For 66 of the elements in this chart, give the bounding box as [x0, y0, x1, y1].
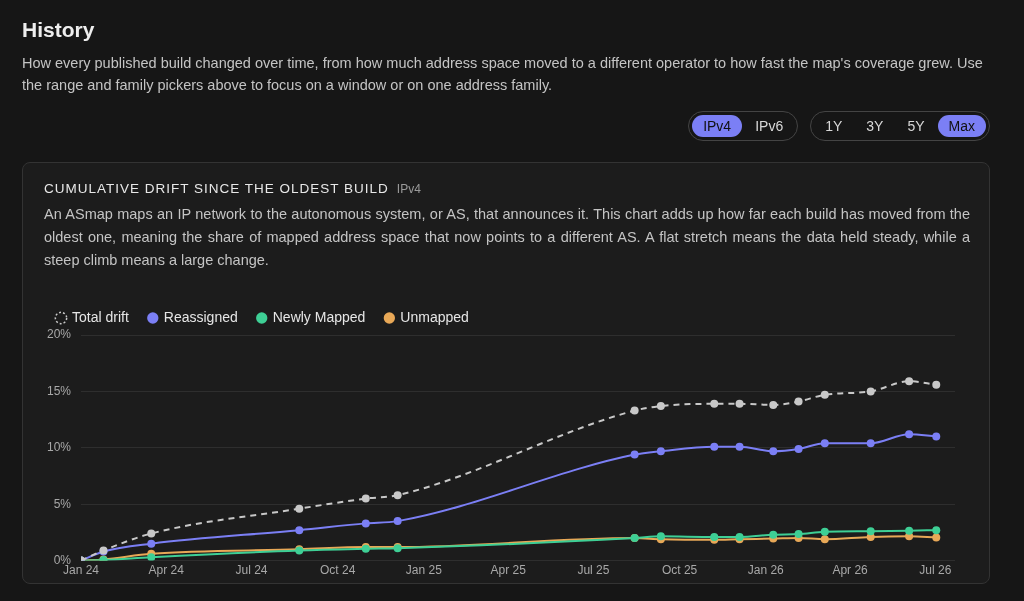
point	[147, 529, 156, 538]
point	[905, 377, 914, 386]
text: History	[22, 18, 95, 42]
text: How every published build changed over time, from how much address space moved to a different operator to how fast the map's coverage grew. Use the range and family pickers above to focus on a window or on one address family.	[22, 54, 984, 95]
point	[905, 430, 914, 439]
legend-label: Reassigned	[163, 308, 238, 325]
chart-subtitle: IPv4	[396, 182, 421, 196]
point	[295, 504, 304, 513]
point	[794, 444, 803, 453]
point	[866, 439, 875, 448]
point	[361, 494, 370, 503]
point	[820, 527, 829, 536]
text: 3Y	[865, 117, 885, 136]
x-tick-label: Jan 26	[747, 563, 785, 578]
text: IPv6	[754, 117, 785, 136]
text: IPv4	[692, 115, 743, 137]
x-tick-label: Jul 26	[919, 563, 952, 578]
x-tick-label: Apr 24	[148, 563, 185, 578]
point	[794, 397, 803, 406]
legend-label: Total drift	[72, 308, 129, 325]
legend-label: Newly Mapped	[272, 308, 366, 325]
x-tick-label: Oct 25	[661, 563, 698, 578]
point	[932, 380, 941, 389]
point	[710, 442, 719, 451]
y-tick-label: 10%	[46, 440, 72, 455]
point	[769, 447, 778, 456]
point	[932, 526, 941, 535]
point	[630, 406, 639, 415]
text: Max	[937, 115, 986, 137]
x-tick-label: Jul 25	[577, 563, 610, 578]
point	[820, 439, 829, 448]
x-tick-label: Apr 25	[490, 563, 527, 578]
y-tick-label: 5%	[53, 496, 72, 511]
point	[656, 447, 665, 456]
chart-title: CUMULATIVE DRIFT SINCE THE OLDEST BUILD	[44, 181, 389, 196]
point	[147, 553, 156, 561]
point	[361, 519, 370, 528]
point	[769, 530, 778, 539]
y-tick-label: 15%	[46, 383, 72, 398]
point	[769, 400, 778, 409]
point	[735, 399, 744, 408]
point	[820, 535, 829, 544]
text: An ASmap maps an IP network to the autonomous system, or AS, that announces it. This chart adds up how far each build has moved from the oldest one, meaning the share of mapped address space that now points to a different AS. A flat stretch means the data held steady, while a steep climb means a large change.	[44, 205, 970, 270]
text: 5Y	[906, 117, 926, 136]
x-tick-label: Jul 24	[235, 563, 268, 578]
point	[905, 526, 914, 535]
x-tick-label: Oct 24	[320, 563, 356, 578]
point	[735, 442, 744, 451]
y-tick-label: 20%	[46, 327, 72, 342]
text: 1Y	[824, 117, 844, 136]
point	[710, 399, 719, 408]
point	[295, 526, 304, 535]
point	[932, 432, 941, 441]
point	[866, 387, 875, 396]
point	[866, 527, 875, 536]
x-tick-label: Jan 25	[405, 563, 443, 578]
point	[630, 450, 639, 459]
point	[820, 390, 829, 399]
point	[393, 517, 402, 526]
legend-label: Unmapped	[400, 308, 469, 325]
point	[932, 533, 941, 542]
point	[393, 491, 402, 500]
point	[794, 530, 803, 539]
point	[147, 539, 156, 548]
x-tick-label: Apr 26	[832, 563, 869, 578]
point	[656, 402, 665, 411]
